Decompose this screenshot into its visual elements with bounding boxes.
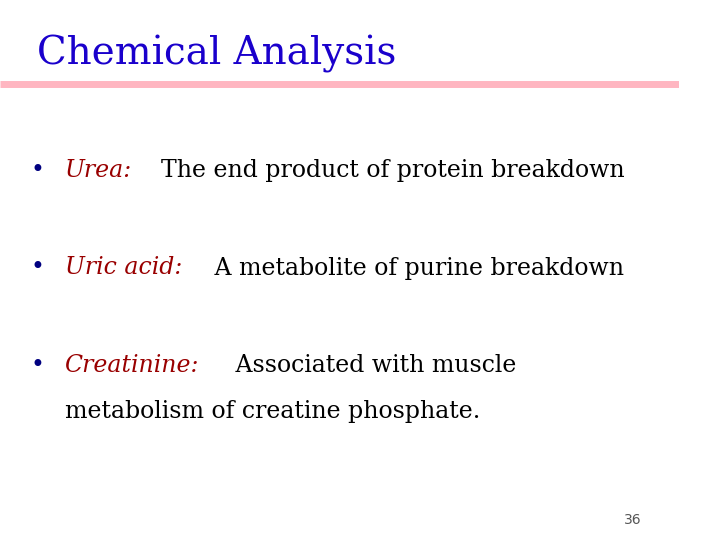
Text: •: • xyxy=(30,354,45,377)
Text: •: • xyxy=(30,256,45,280)
Text: Urea:: Urea: xyxy=(65,159,132,183)
Text: Uric acid:: Uric acid: xyxy=(65,256,182,280)
Text: The end product of protein breakdown: The end product of protein breakdown xyxy=(146,159,625,183)
Text: Chemical Analysis: Chemical Analysis xyxy=(37,35,397,73)
Text: 36: 36 xyxy=(624,512,642,526)
Text: metabolism of creatine phosphate.: metabolism of creatine phosphate. xyxy=(65,400,480,423)
Text: •: • xyxy=(30,159,45,183)
Text: A metabolite of purine breakdown: A metabolite of purine breakdown xyxy=(207,256,624,280)
Text: Creatinine:: Creatinine: xyxy=(65,354,199,377)
Text: Associated with muscle: Associated with muscle xyxy=(228,354,516,377)
